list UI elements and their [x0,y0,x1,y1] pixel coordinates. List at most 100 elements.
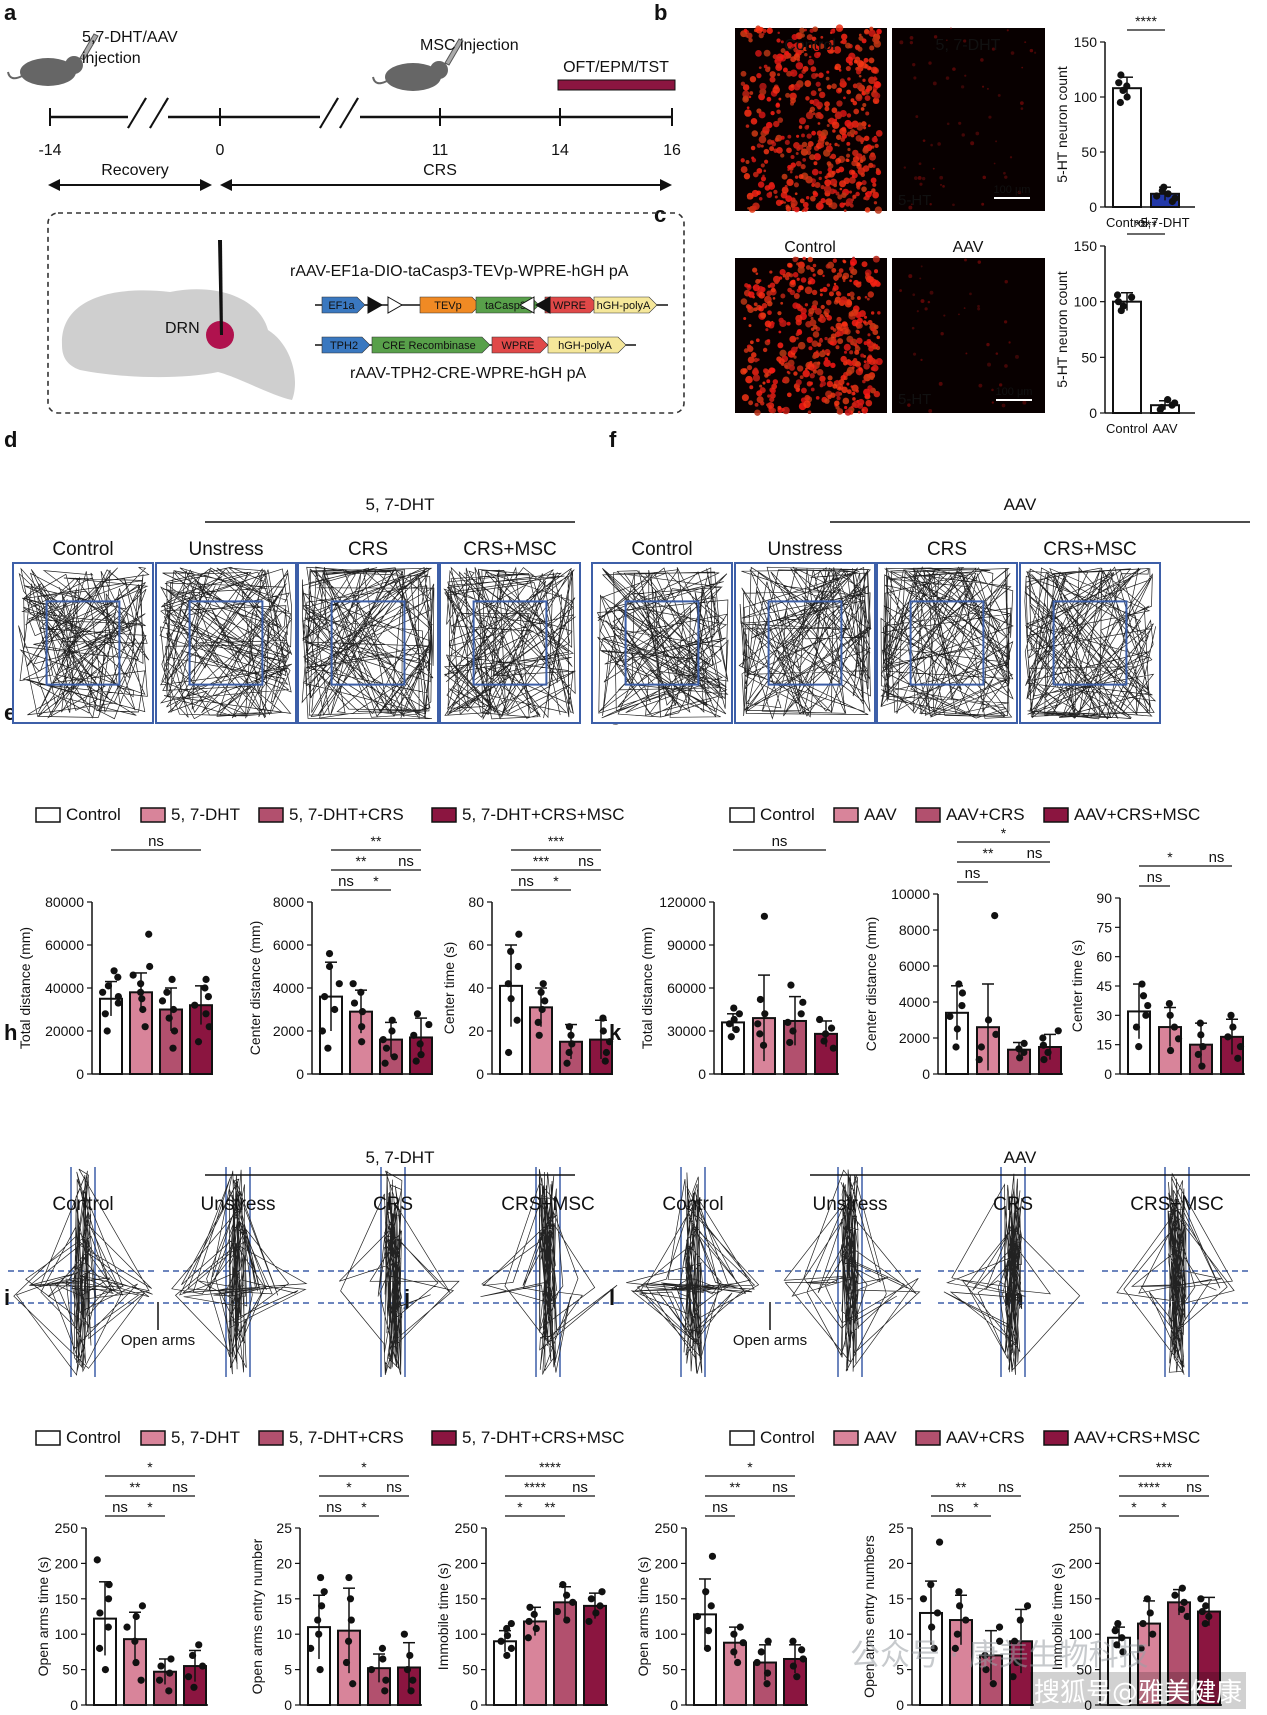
cell-dot [799,375,804,380]
data-point [538,1005,546,1014]
cell-dot [875,358,883,366]
data-point [1153,192,1161,200]
construct-element [321,336,371,354]
cell-dot [760,163,765,168]
data-point [955,1588,963,1596]
cell-dot [874,344,879,348]
data-point [599,1027,607,1035]
data-point [760,912,768,920]
legend-swatch [1043,1430,1069,1446]
significance-label: ns [1209,849,1225,866]
data-point [605,1038,614,1046]
legend-swatch [35,807,61,823]
cell-dot [912,62,916,67]
cell-dot [787,287,793,293]
cell-dot [770,407,777,414]
y-tick-label: 100 [1074,294,1098,310]
cell-dot [860,172,865,178]
data-point [1149,1630,1157,1638]
cell-dot [745,375,753,384]
cell-dot [793,371,798,376]
cell-dot [847,77,851,81]
cell-dot [807,58,815,66]
cell-dot [826,380,834,388]
significance-label: ns [172,1479,188,1496]
data-point [541,997,549,1005]
significance-label: ns [572,1479,588,1496]
oft-track-dht-3 [439,562,581,724]
oft-condition-label: Control [52,539,113,560]
cell-dot [766,192,773,198]
cell-dot [784,184,788,188]
epm-condition-label: Control [662,1194,723,1215]
data-point [1171,1591,1179,1599]
cell-dot [907,403,911,407]
mouse-icon [372,38,464,91]
significance-label: ** [730,1479,741,1495]
cell-dot [782,273,787,278]
mouse-head-icon [430,61,448,79]
cell-dot [861,408,865,412]
group-header-dht: 5, 7-DHT [366,1148,435,1167]
cell-dot [856,322,863,329]
cell-dot [867,333,871,337]
oft-condition-label: Unstress [768,539,843,560]
cell-dot [829,155,833,159]
vector2-label: rAAV-TPH2-CRE-WPRE-hGH pA [350,365,587,382]
cell-dot [867,124,871,128]
legend-swatch [729,1430,755,1446]
cell-dot [850,338,858,346]
cell-dot [848,190,853,194]
data-point [379,1036,387,1044]
cell-dot [756,390,763,397]
cell-dot [800,49,804,54]
cell-dot [788,364,795,371]
data-point [563,1059,571,1067]
cell-dot [804,52,808,57]
data-point [799,1655,807,1663]
cell-dot [1004,364,1008,368]
cell-dot [766,339,771,343]
cell-dot [795,62,804,70]
cell-dot [852,100,858,106]
cell-dot [786,178,794,187]
cell-dot [811,36,817,42]
cell-dot [746,32,753,39]
cell-dot [995,352,999,355]
cell-dot [998,383,1003,387]
data-point [316,1573,325,1582]
y-tick-label: 10 [276,1626,292,1642]
significance-label: ** [130,1479,141,1495]
legend-swatch [140,1430,166,1446]
y-tick-label: 150 [55,1591,79,1607]
cell-dot [838,268,844,273]
data-point [202,1010,210,1018]
significance-label: *** [533,853,550,869]
cell-dot [978,383,983,388]
data-point [325,950,334,958]
cell-dot [952,67,956,71]
cell-dot [827,119,831,123]
cell-dot [808,346,813,351]
construct-element [475,296,540,314]
cell-dot [1008,341,1011,344]
cell-dot [868,357,876,366]
data-point [314,1616,322,1624]
cell-dot [777,31,780,35]
cell-dot [811,183,816,188]
legend-label: 5, 7-DHT+CRS [289,805,404,824]
data-point [537,988,545,996]
data-point [984,1016,993,1024]
cell-dot [812,369,818,374]
y-tick-label: 0 [1104,1066,1112,1082]
cell-dot [806,133,812,139]
cell-dot [945,76,950,80]
cell-dot [922,176,926,181]
group-header-aav: AAV [1004,1148,1037,1167]
cell-dot [791,71,795,75]
cell-dot [779,349,787,357]
movement-trace [596,567,729,719]
y-tick-label: 200 [455,1555,479,1571]
cell-dot [756,143,762,148]
